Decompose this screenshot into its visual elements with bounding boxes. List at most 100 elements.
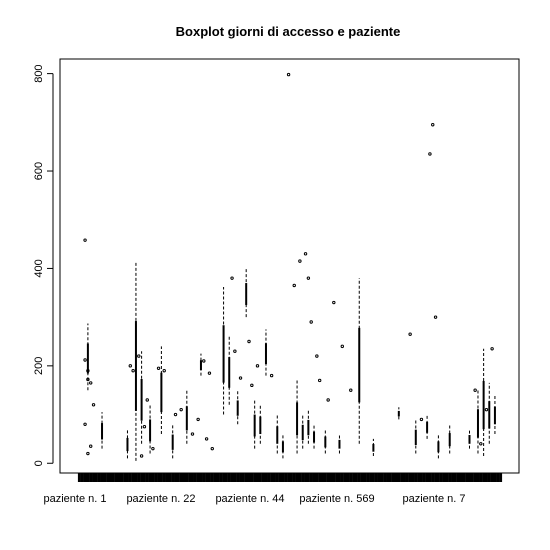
- outlier-point: [91, 403, 96, 407]
- outlier-point: [204, 437, 209, 441]
- x-tick-label: paziente n. 22: [126, 493, 195, 505]
- y-tick-label: 200: [33, 357, 45, 375]
- x-tick-label: paziente n. 7: [403, 493, 466, 505]
- box: [426, 421, 429, 433]
- y-tick-label: 400: [33, 259, 45, 277]
- box: [414, 429, 417, 445]
- box: [199, 360, 202, 371]
- box: [476, 409, 479, 438]
- outlier-point: [207, 371, 212, 375]
- box: [468, 435, 471, 444]
- outlier-point: [349, 388, 353, 392]
- outlier-point: [230, 276, 234, 280]
- box: [160, 372, 163, 413]
- box: [313, 431, 316, 443]
- outlier-point: [128, 364, 132, 368]
- outlier-point: [89, 444, 93, 448]
- box: [448, 433, 451, 447]
- box: [324, 436, 327, 448]
- box: [338, 439, 341, 449]
- outlier-point: [173, 412, 178, 417]
- box: [185, 406, 188, 431]
- outlier-point: [315, 354, 319, 358]
- outlier-point: [210, 446, 214, 451]
- outlier-point: [269, 373, 274, 378]
- box: [437, 441, 440, 453]
- x-tick-label: paziente n. 44: [215, 493, 284, 505]
- box: [264, 343, 267, 365]
- outlier-point: [139, 454, 144, 458]
- outlier-point: [86, 377, 90, 382]
- outlier-point: [137, 354, 141, 358]
- box: [236, 400, 239, 416]
- outlier-point: [196, 417, 200, 422]
- outlier-point: [306, 276, 311, 280]
- box: [86, 343, 89, 374]
- outlier-point: [250, 383, 254, 388]
- outlier-point: [190, 432, 195, 436]
- box: [488, 401, 491, 429]
- box: [276, 426, 279, 444]
- outlier-point: [408, 332, 412, 336]
- outlier-point: [83, 238, 87, 242]
- box: [101, 423, 104, 440]
- box: [296, 402, 299, 436]
- outlier-point: [151, 446, 155, 451]
- outlier-point: [473, 388, 477, 392]
- outlier-point: [479, 442, 483, 446]
- box: [281, 441, 284, 453]
- outlier-point: [162, 369, 166, 373]
- outlier-point: [332, 300, 336, 305]
- outlier-point: [484, 407, 489, 412]
- outlier-point: [298, 259, 302, 263]
- outlier-point: [86, 369, 90, 373]
- outlier-point: [433, 315, 438, 319]
- outlier-point: [326, 398, 330, 402]
- box: [482, 380, 485, 430]
- box: [140, 378, 143, 421]
- outlier-point: [142, 425, 147, 429]
- x-tick-label: paziente n. 1: [44, 493, 107, 505]
- box: [493, 406, 496, 425]
- box: [245, 283, 248, 305]
- x-axis: paziente n. 1 paziente n. 22 paziente n. 4…: [44, 473, 503, 505]
- outlier-point: [431, 123, 435, 127]
- y-tick-label: 800: [33, 64, 45, 82]
- outlier-point: [490, 347, 494, 351]
- outlier-point: [179, 407, 183, 412]
- box: [259, 416, 262, 435]
- outlier-point: [292, 283, 296, 288]
- box: [301, 424, 304, 441]
- outlier-point: [86, 451, 90, 456]
- box: [358, 327, 361, 403]
- outlier-point: [238, 376, 243, 380]
- box: [222, 325, 225, 383]
- outlier-point: [233, 349, 237, 353]
- outlier-point: [317, 378, 322, 383]
- outlier-point: [156, 366, 161, 370]
- points-layer: [83, 72, 494, 458]
- x-tick-label: paziente n. 569: [299, 493, 374, 505]
- outlier-point: [303, 252, 308, 256]
- outlier-point: [247, 339, 251, 344]
- outlier-point: [309, 320, 313, 324]
- outlier-point: [83, 422, 87, 426]
- outlier-point: [145, 398, 149, 402]
- box: [149, 419, 152, 442]
- outlier-point: [83, 358, 87, 362]
- box: [372, 444, 375, 452]
- y-tick-label: 600: [33, 162, 45, 180]
- outlier-point: [286, 72, 291, 77]
- box: [307, 419, 310, 436]
- box: [253, 414, 256, 437]
- boxes-layer: [86, 261, 496, 461]
- box: [134, 321, 137, 411]
- outlier-point: [131, 369, 135, 373]
- outlier-point: [89, 381, 93, 385]
- outlier-point: [202, 359, 206, 363]
- y-tick-label: 0: [33, 460, 45, 466]
- outlier-point: [428, 152, 432, 156]
- outlier-point: [255, 364, 260, 368]
- outlier-point: [340, 344, 344, 349]
